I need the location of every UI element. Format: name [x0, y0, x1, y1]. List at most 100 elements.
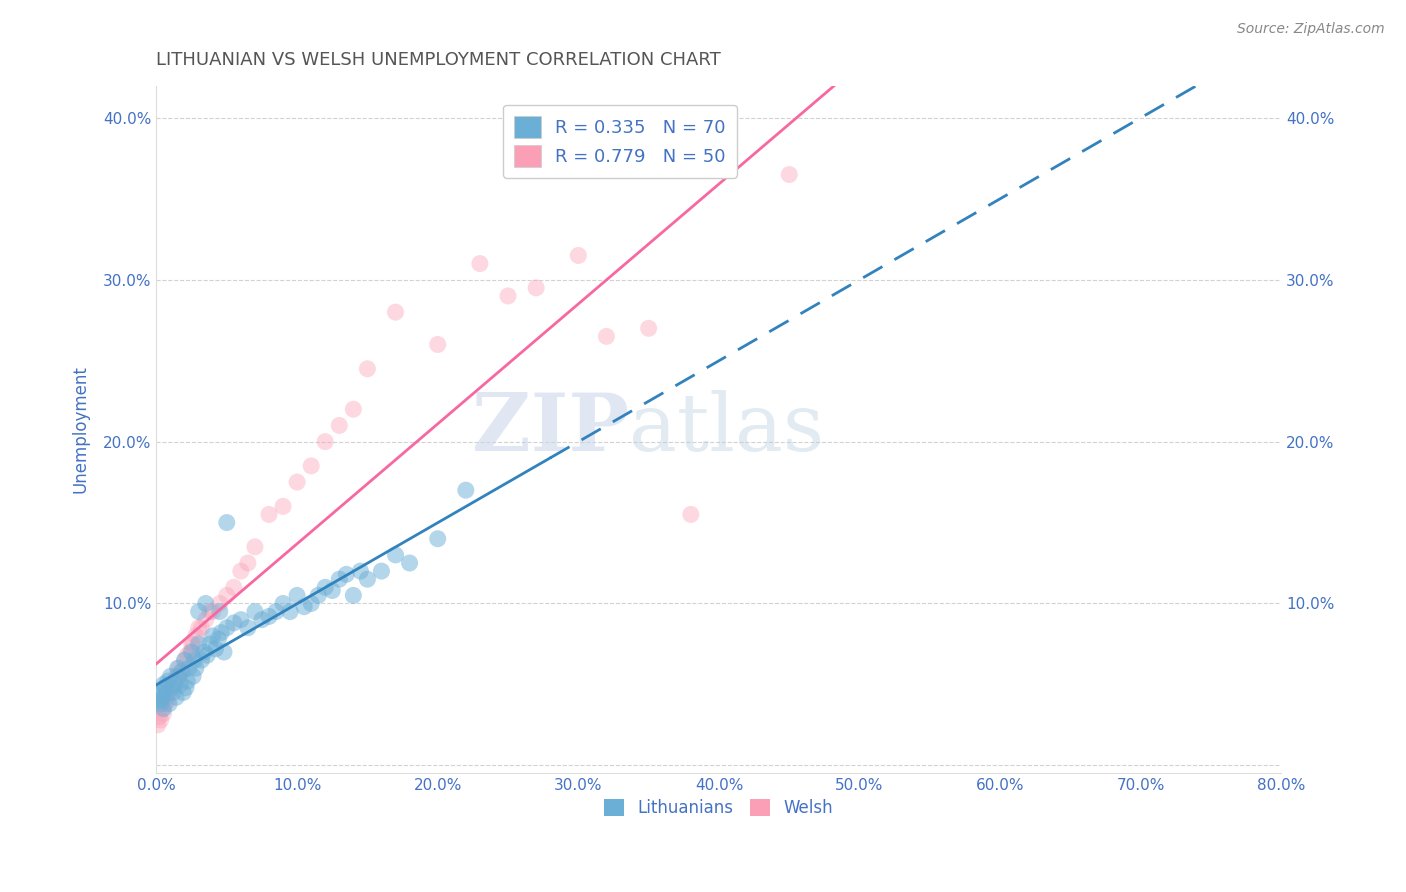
Point	[184, 629, 207, 643]
Point	[285, 475, 308, 489]
Point	[152, 701, 174, 715]
Point	[146, 718, 169, 732]
Point	[166, 661, 188, 675]
Point	[157, 697, 180, 711]
Point	[328, 418, 350, 433]
Point	[167, 669, 190, 683]
Point	[149, 693, 172, 707]
Point	[163, 677, 186, 691]
Point	[292, 599, 315, 614]
Point	[299, 597, 322, 611]
Point	[567, 248, 589, 262]
Point	[180, 637, 202, 651]
Point	[356, 572, 378, 586]
Point	[195, 648, 218, 663]
Point	[176, 674, 198, 689]
Point	[187, 621, 209, 635]
Point	[160, 681, 183, 695]
Point	[215, 516, 238, 530]
Point	[148, 685, 170, 699]
Point	[152, 706, 174, 721]
Point	[180, 645, 202, 659]
Point	[157, 685, 180, 699]
Point	[257, 609, 280, 624]
Point	[335, 567, 357, 582]
Point	[183, 653, 205, 667]
Point	[165, 690, 187, 705]
Point	[177, 661, 200, 675]
Point	[181, 669, 204, 683]
Point	[285, 588, 308, 602]
Point	[149, 697, 172, 711]
Point	[155, 687, 177, 701]
Point	[524, 281, 547, 295]
Point	[356, 361, 378, 376]
Point	[150, 690, 173, 705]
Point	[384, 305, 406, 319]
Text: Source: ZipAtlas.com: Source: ZipAtlas.com	[1237, 22, 1385, 37]
Point	[176, 648, 198, 663]
Point	[166, 669, 188, 683]
Point	[454, 483, 477, 498]
Point	[278, 605, 301, 619]
Point	[155, 690, 177, 705]
Point	[222, 615, 245, 630]
Point	[212, 645, 235, 659]
Point	[162, 677, 184, 691]
Point	[370, 564, 392, 578]
Point	[187, 605, 209, 619]
Point	[193, 645, 215, 659]
Point	[229, 564, 252, 578]
Point	[165, 669, 187, 683]
Point	[179, 645, 201, 659]
Point	[222, 580, 245, 594]
Legend: Lithuanians, Welsh: Lithuanians, Welsh	[598, 792, 841, 823]
Point	[595, 329, 617, 343]
Point	[162, 685, 184, 699]
Point	[170, 665, 193, 679]
Point	[328, 572, 350, 586]
Point	[187, 637, 209, 651]
Point	[146, 693, 169, 707]
Point	[159, 681, 181, 695]
Point	[173, 653, 195, 667]
Point	[149, 713, 172, 727]
Point	[342, 588, 364, 602]
Point	[170, 665, 193, 679]
Point	[169, 677, 191, 691]
Point	[204, 641, 226, 656]
Point	[257, 508, 280, 522]
Point	[426, 532, 449, 546]
Point	[190, 653, 212, 667]
Point	[194, 597, 217, 611]
Point	[637, 321, 659, 335]
Point	[398, 556, 420, 570]
Point	[184, 661, 207, 675]
Point	[349, 564, 371, 578]
Text: ZIP: ZIP	[472, 391, 628, 468]
Point	[148, 710, 170, 724]
Point	[250, 613, 273, 627]
Point	[426, 337, 449, 351]
Point	[152, 677, 174, 691]
Point	[778, 168, 800, 182]
Point	[496, 289, 519, 303]
Point	[153, 681, 176, 695]
Point	[271, 500, 294, 514]
Point	[156, 674, 179, 689]
Point	[236, 556, 259, 570]
Point	[243, 540, 266, 554]
Point	[236, 621, 259, 635]
Point	[190, 621, 212, 635]
Point	[314, 434, 336, 449]
Point	[229, 613, 252, 627]
Point	[167, 661, 190, 675]
Point	[181, 637, 204, 651]
Point	[150, 701, 173, 715]
Point	[207, 632, 229, 646]
Point	[172, 685, 194, 699]
Point	[384, 548, 406, 562]
Point	[174, 681, 197, 695]
Point	[215, 588, 238, 602]
Point	[209, 625, 232, 640]
